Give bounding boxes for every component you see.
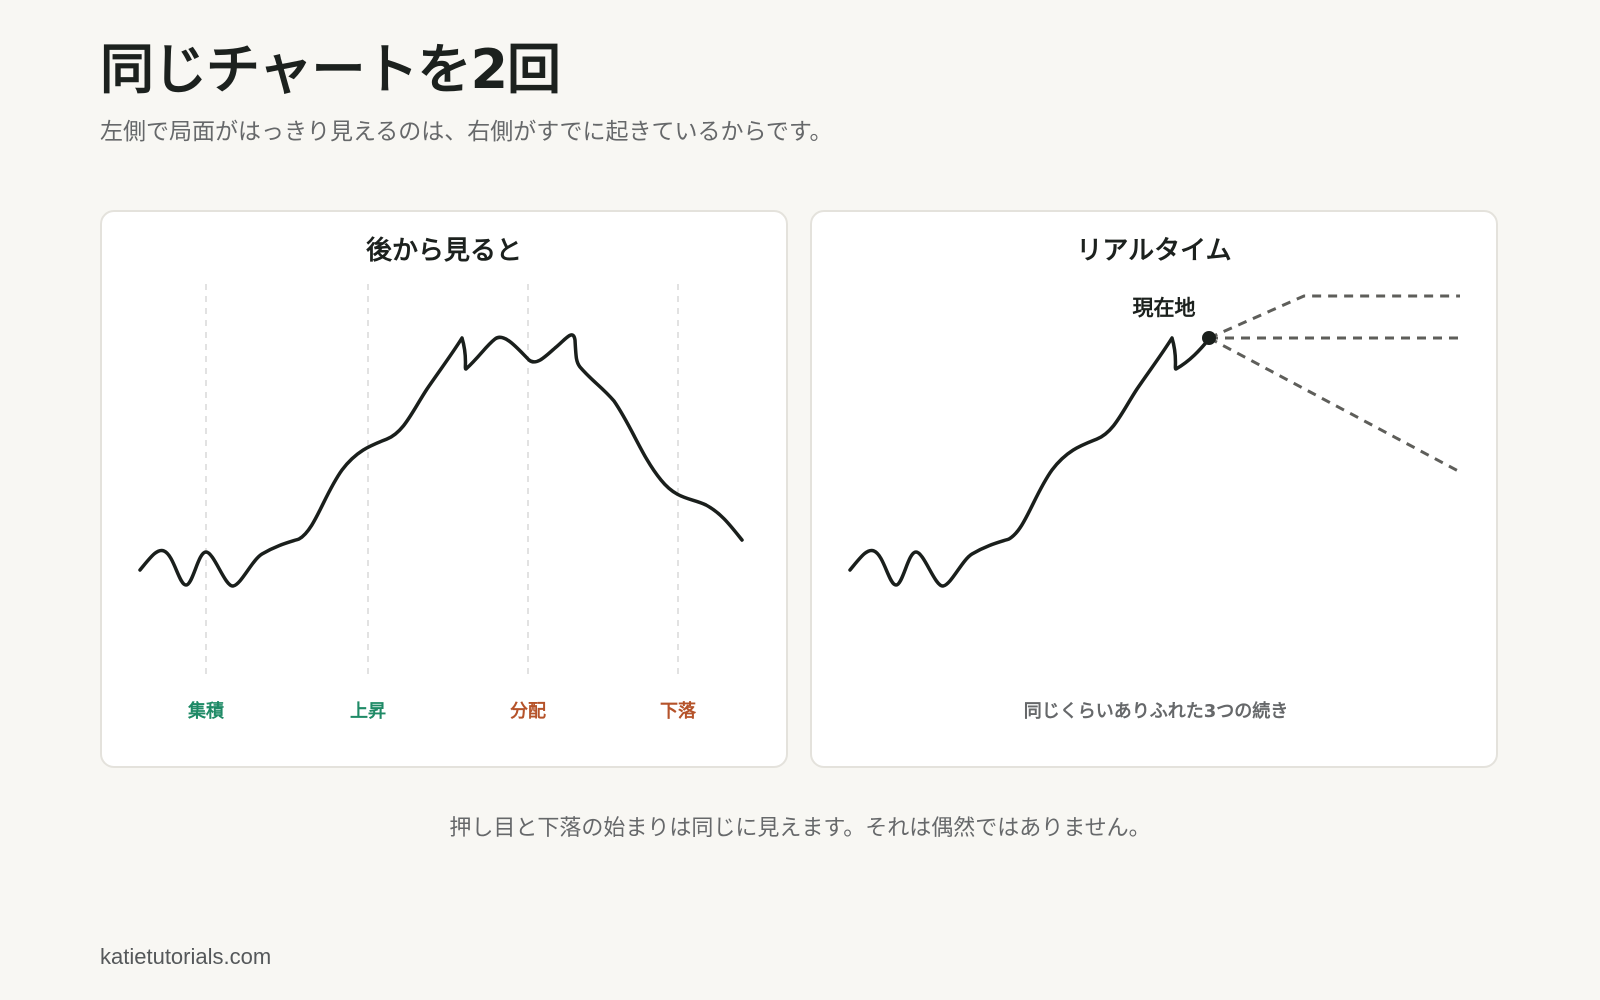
realtime-panel: リアルタイム 現在地 同じくらいありふれた3つの続き: [810, 210, 1498, 768]
scenario-continuation-down: [1208, 336, 1461, 474]
realtime-chart: 現在地 同じくらいありふれた3つの続き: [848, 294, 1461, 722]
phase-label-distribution: 分配: [510, 701, 546, 722]
page-subtitle: 左側で局面がはっきり見えるのは、右側がすでに起きているからです。: [100, 119, 833, 145]
site-link[interactable]: katietutorials.com: [100, 944, 272, 969]
scenario-continuation-up: [1208, 294, 1460, 340]
page-title: 同じチャートを2回: [100, 38, 561, 101]
realtime-panel-title: リアルタイム: [1076, 236, 1232, 266]
current-position-marker-icon: [1202, 331, 1216, 345]
hindsight-panel: 後から見ると 集積 上昇 分配 下落: [100, 210, 788, 768]
hindsight-chart: 集積 上昇 分配 下落: [138, 284, 744, 722]
footer-note: 押し目と下落の始まりは同じに見えます。それは偶然ではありません。: [449, 816, 1151, 841]
price-line-realtime: [848, 336, 1211, 588]
phase-label-markup: 上昇: [350, 701, 386, 722]
phase-label-accumulation: 集積: [187, 700, 225, 722]
phase-label-markdown: 下落: [660, 701, 697, 722]
price-line-hindsight: [138, 333, 744, 588]
current-position-label: 現在地: [1133, 296, 1196, 320]
hindsight-panel-title: 後から見ると: [365, 236, 522, 266]
realtime-caption: 同じくらいありふれた3つの続き: [1024, 700, 1289, 722]
